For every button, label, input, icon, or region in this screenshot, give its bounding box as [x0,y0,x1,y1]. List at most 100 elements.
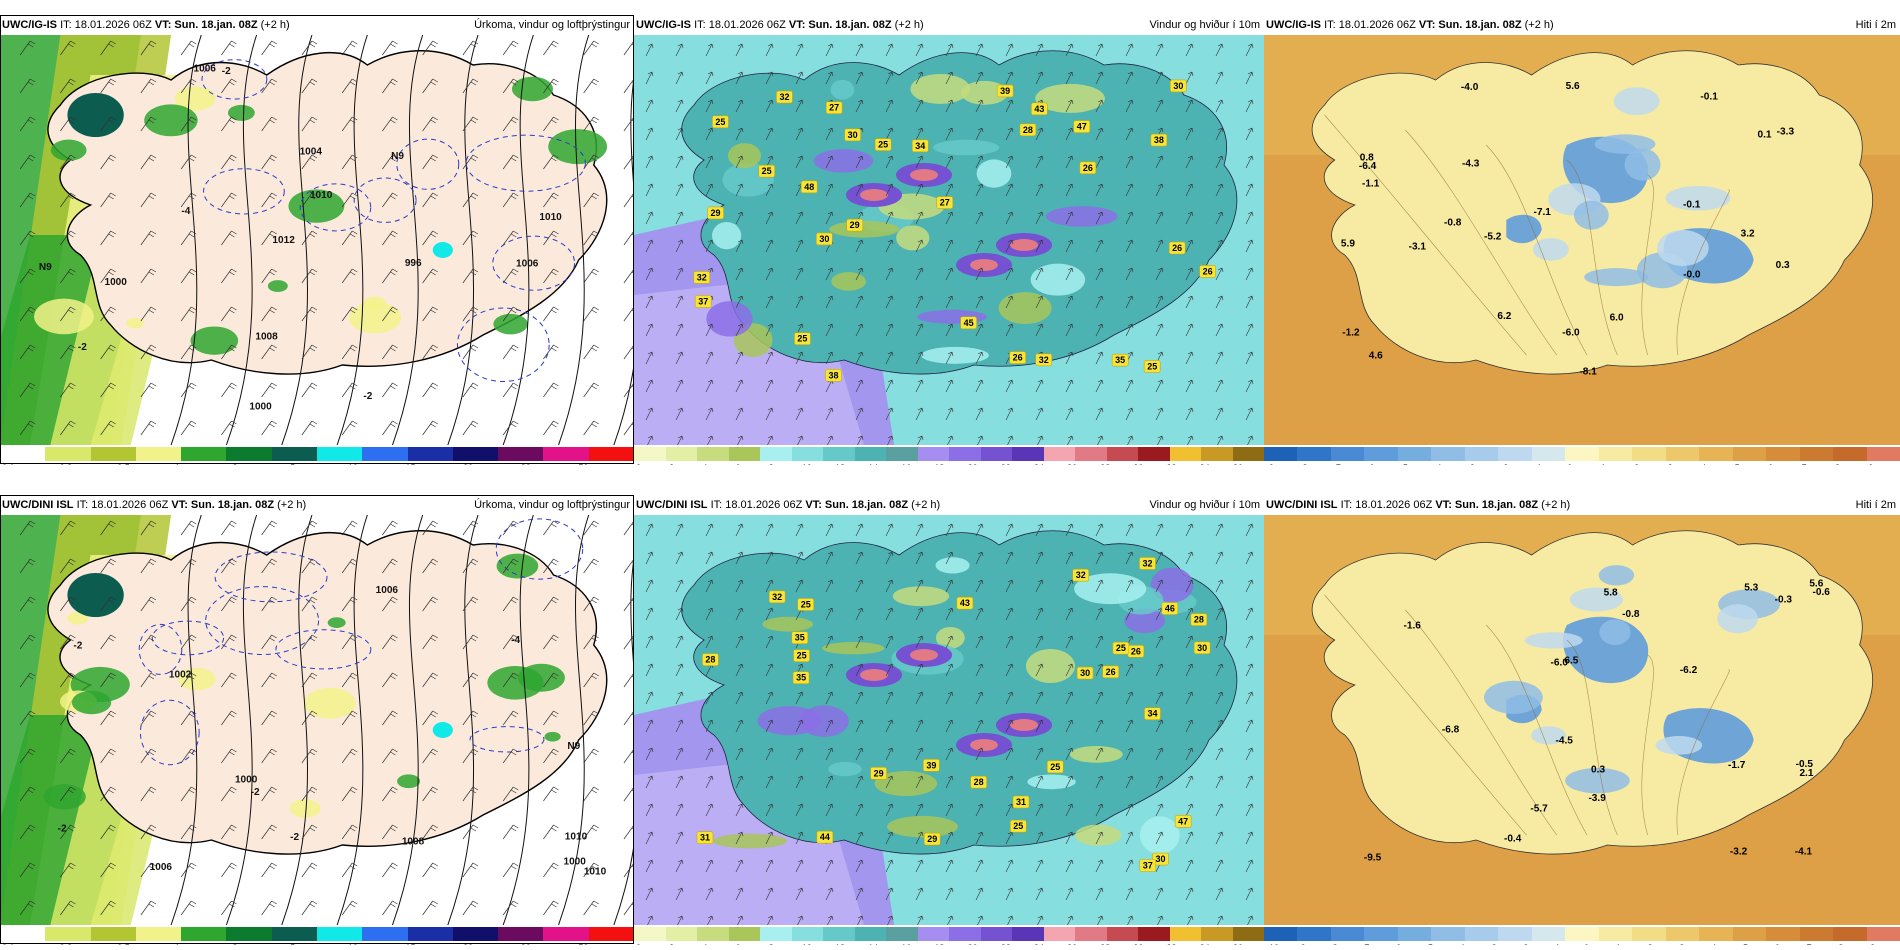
wind-barb [422,344,438,360]
temp-label: -6.2 [1680,665,1698,676]
wind-barb [422,862,438,878]
wind-barb [502,306,519,322]
wind-barb [502,344,519,360]
wind-arrow [765,607,774,621]
wind-arrow [1245,691,1254,705]
isotherm [1566,159,1618,356]
contour-label: 1012 [272,235,295,246]
wind-arrow [945,859,954,873]
svg-text:38: 38 [829,370,839,380]
wind-arrow [885,579,894,593]
wind-arrow [1035,635,1044,649]
colorbar-swatch [45,927,92,941]
wind-patch [896,225,930,251]
wind-barb [382,596,398,612]
colorbar-tick-label: 22 [1001,463,1011,465]
wind-arrow [1185,71,1194,85]
temp-label: -4.5 [1556,736,1574,747]
wind-barb [341,748,358,764]
wind-barb [140,862,157,878]
wind-arrow [1185,579,1194,593]
wind-arrow [1215,43,1224,57]
colorbar-tick-label: 6 [1775,943,1780,945]
wind-arrow [1035,323,1044,337]
wind-arrow [825,127,834,141]
panel-title: Vindur og hviður í 10m [1149,499,1260,511]
wind-arrow [645,71,654,85]
wind-patch [762,616,814,632]
wind-arrow [1095,43,1104,57]
wind-barb [301,596,318,612]
wind-arrow [735,831,744,845]
wind-arrow [675,775,684,789]
gust-label: 25 [1143,360,1161,373]
wind-barb [341,154,358,170]
wind-barb [221,520,237,536]
wind-arrow [1005,267,1014,281]
wind-arrow [975,719,984,733]
wind-barb [140,824,157,840]
wind-arrow [705,71,714,85]
wind-arrow [855,267,864,281]
colorbar-swatch [498,927,544,941]
colorbar-tick-label: 16 [901,943,911,945]
wind-arrow [1005,887,1014,901]
temp-label: -3.2 [1730,847,1748,858]
wind-arrow [825,407,834,421]
wind-arrow [1215,775,1224,789]
wind-barb [382,230,398,246]
wind-barb [422,306,438,322]
colorbar-tick-label: -8 [1299,463,1307,465]
temp-label: -0.1 [1683,200,1701,211]
wind-arrow [915,183,924,197]
wind-barb [543,558,559,574]
precip-patch [544,731,561,742]
wind-arrow [885,663,894,677]
wind-arrow [675,579,684,593]
issue-time: IT: 18.01.2026 06Z [76,499,169,511]
temp-label: -6.0 [1562,328,1580,339]
colorbar-tick-label: 1 [1601,463,1606,465]
wind-arrow [1185,775,1194,789]
colorbar-swatch [588,927,634,941]
wind-arrow [1245,579,1254,593]
temp-label: 5.8 [1604,587,1618,598]
wind-arrow [1125,71,1134,85]
gust-label: 26 [1199,265,1216,278]
wind-arrow [945,663,954,677]
wind-barb [60,116,76,132]
wind-arrow [1035,607,1044,621]
colorbar-swatch [1169,447,1202,461]
wind-arrow [915,379,924,393]
wind-arrow [1065,859,1074,873]
wind-arrow [1035,859,1044,873]
wind-core [970,259,998,271]
wind-patch [910,73,971,104]
gust-label: 47 [1174,815,1192,828]
colorbar-tick-label: 26 [1067,463,1077,465]
wind-barb [180,558,197,574]
wind-arrow [765,379,774,393]
wind-barb [261,748,277,764]
wind-barb [19,78,36,94]
wind-barb [341,672,358,688]
wind-patch [799,705,849,737]
wind-barb [100,154,116,170]
temp-label: 6.5 [1564,655,1578,666]
wind-barb [341,824,358,840]
wind-barb [180,382,197,398]
wind-arrow [1185,127,1194,141]
wind-arrow [1155,747,1164,761]
colorbar-swatch [949,927,981,941]
panel-header: UWC/DINI ISL IT: 18.01.2026 06Z VT: Sun.… [0,495,634,515]
wind-arrow [1125,551,1134,565]
gust-label: 30 [1170,79,1187,93]
isobar [225,515,258,925]
wind-barb [261,558,277,574]
wind-arrow [885,71,894,85]
colorbar-swatch [1075,927,1107,941]
wind-arrow [1185,407,1194,421]
colorbar-swatch [1232,447,1264,461]
temp-label: -0.0 [1683,270,1701,281]
